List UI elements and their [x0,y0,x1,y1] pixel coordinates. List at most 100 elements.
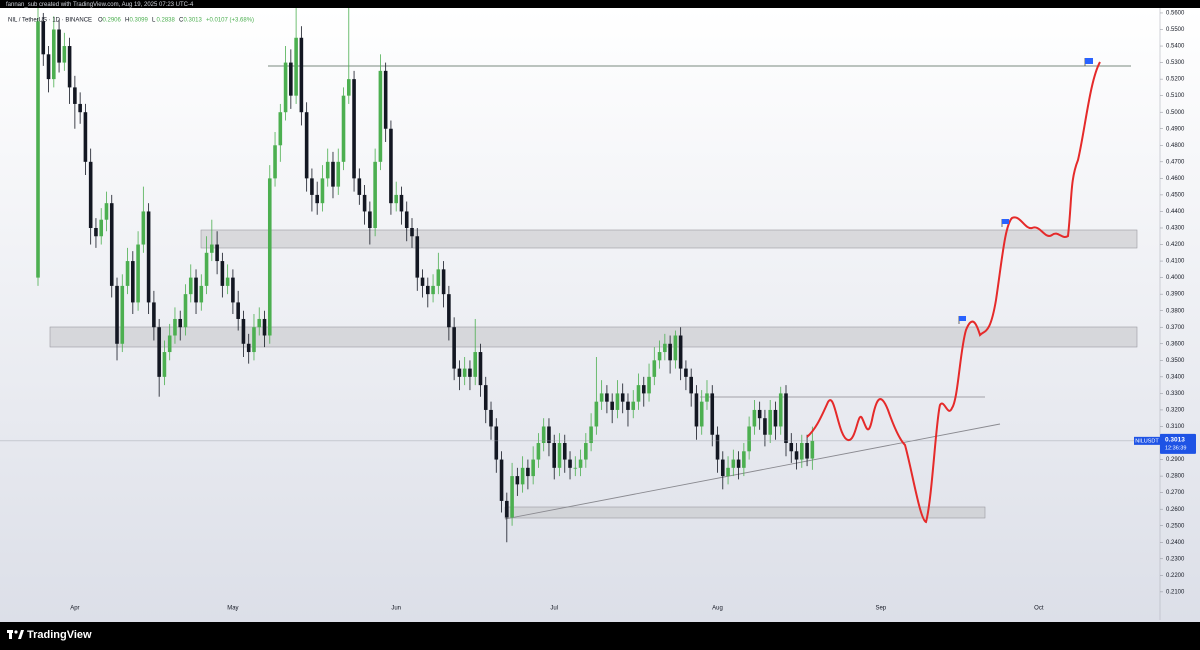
candle-body [720,459,725,477]
support-zone [49,326,1138,348]
y-tick-label: 0.5100 [1166,93,1185,99]
flag [1084,58,1093,66]
x-tick-label: Jul [550,606,558,612]
candle-body [136,244,140,303]
y-tick-label: 0.5300 [1166,60,1185,66]
candle-body [468,368,472,377]
candle-body [731,459,736,468]
candle-body [57,29,61,63]
y-tick-label: 0.3500 [1166,358,1185,364]
candle-body [162,352,167,377]
candle-body [394,194,398,204]
candle-body [368,211,372,228]
symbol-title: NIL / TetherUS · 1D · BINANCE [8,18,92,24]
candle-body [684,368,688,377]
candle-body [294,37,298,96]
candle-body [210,244,214,253]
projection-path [806,61,1101,524]
y-tick-label: 0.2800 [1166,474,1185,480]
candle-body [452,327,456,369]
brand-logo [7,630,24,639]
candle-body [673,335,678,361]
ohlc-value: 0.3013 [184,18,203,24]
x-tick-label: Jun [391,606,401,612]
candle-body [626,401,630,410]
y-tick-label: 0.3900 [1166,292,1185,298]
y-tick-label: 0.4100 [1166,259,1185,265]
candle-body [183,294,188,328]
candle-body [805,443,809,459]
candle-body [220,261,225,286]
candle-body [742,451,746,468]
candle-body [652,360,657,377]
candle-body [273,145,277,179]
candle-body [109,203,114,286]
candle-body [267,178,272,336]
candle-body [67,46,72,88]
candle-body [167,335,172,353]
candle-body [526,467,530,477]
flag [958,316,966,324]
candle-body [784,393,788,444]
candle-body [389,128,393,204]
candle-body [157,327,161,377]
x-tick-label: Aug [712,606,723,612]
y-tick-label: 0.3800 [1166,308,1185,314]
y-tick-label: 0.4900 [1166,126,1185,132]
candle-body [204,252,209,286]
candle-body [705,393,709,402]
candle-body [473,352,478,377]
candle-body [763,418,767,435]
x-tick-label: May [227,606,238,612]
y-tick-label: 0.4300 [1166,226,1185,232]
candle-body [736,459,741,468]
candle-body [447,294,451,328]
candle-body [747,426,751,452]
candle-body [120,285,125,344]
candle-body [663,343,667,353]
candle-body [310,178,314,195]
candle-body [336,161,341,187]
candle-body [283,62,288,113]
candle-body [562,443,567,460]
candle-body [441,269,446,295]
demand-zone [504,506,986,519]
candle-body [225,277,230,286]
candle-body [647,376,651,394]
candle-body [231,277,235,303]
y-tick-label: 0.5500 [1166,27,1185,33]
candle-body [94,227,98,237]
candle-body [146,211,151,303]
candle-body [304,112,309,179]
candle-body [589,426,593,444]
candle-body [199,285,204,303]
candle-body [46,54,51,80]
y-tick-label: 0.3300 [1166,391,1185,397]
candle-body [710,393,715,435]
ohlc-label: C [179,18,184,24]
price-tag-symbol: NILUSDT [1135,438,1159,444]
candle-body [636,385,641,402]
candle-body [236,302,240,319]
candle-body [757,409,762,419]
y-tick-label: 0.2500 [1166,523,1185,529]
candle-body [173,318,177,336]
candle-body [584,443,588,460]
price-axis: 0.5600 0.5500 0.5400 0.5300 0.5200 0.5100 0.50… [1160,11,1185,595]
candle-body [262,318,267,336]
candle-body [289,62,293,96]
y-tick-label: 0.5600 [1166,11,1185,17]
candle-body [599,393,604,402]
candle-body [99,219,104,237]
candle-body [252,327,256,353]
candle-body [536,443,541,460]
candle-body [115,285,119,344]
candle-body [499,459,504,501]
candle-body [462,368,467,377]
attribution: fannan_sub created with TradingView.com,… [6,2,194,8]
candle-body [320,178,325,204]
flag [1001,219,1009,227]
candle-body [415,236,420,278]
candle-body [341,95,346,162]
